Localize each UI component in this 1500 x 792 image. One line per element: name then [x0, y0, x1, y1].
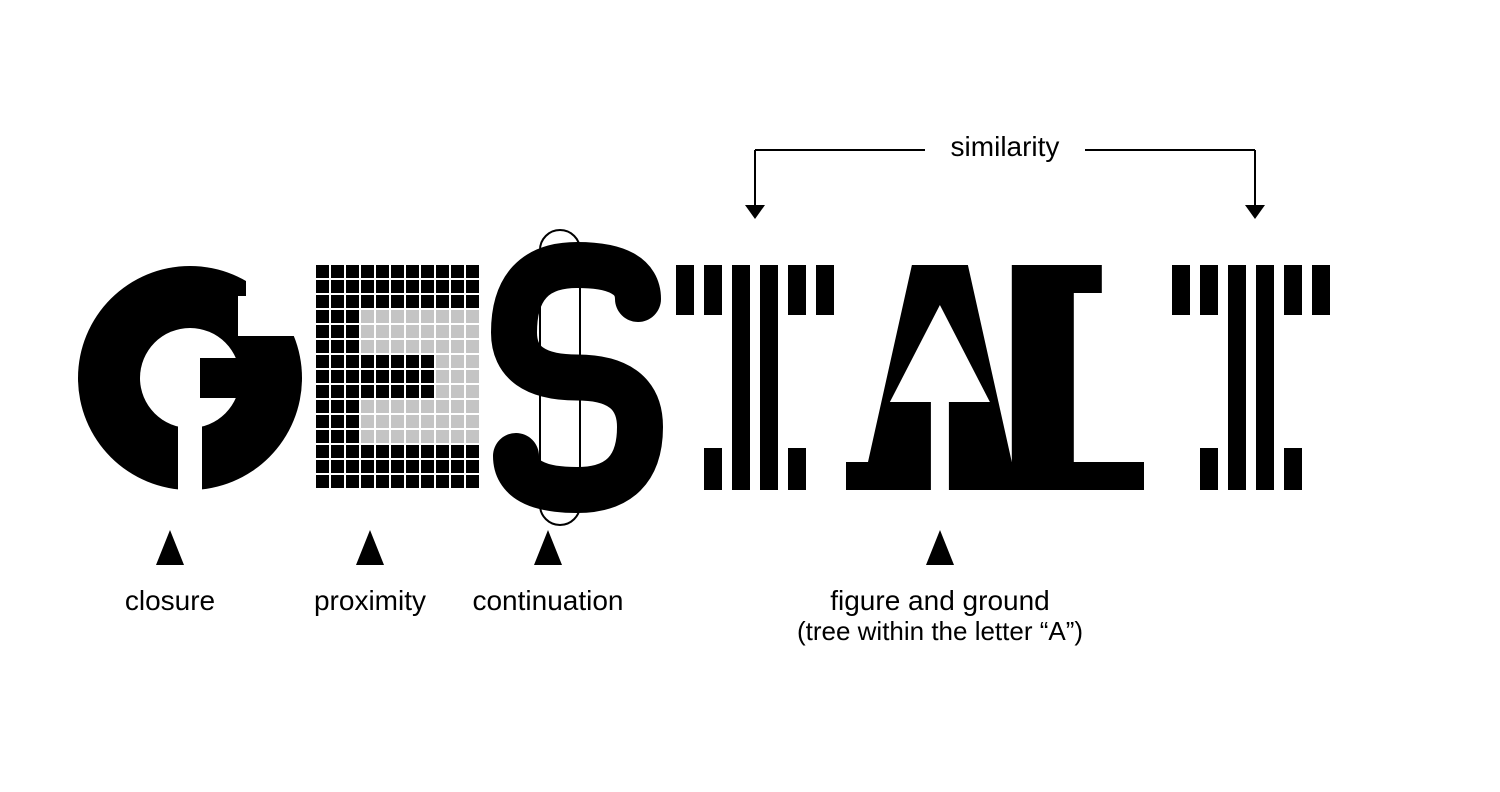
pointer-up-icon: [356, 530, 384, 565]
label-text: proximity: [314, 585, 426, 616]
pointer-up-icon: [534, 530, 562, 565]
annotation-similarity: similarity: [745, 131, 1265, 219]
annotation-bottom: closure proximity continuation figure and g…: [125, 530, 1083, 646]
pointer-up-icon: [926, 530, 954, 565]
label-text: closure: [125, 585, 215, 616]
letter-t1-similarity: [676, 265, 834, 490]
letter-t2-similarity: [1172, 265, 1330, 490]
letter-al-figure-ground: [846, 265, 1144, 490]
letter-s-continuation: [514, 230, 640, 525]
letter-e-proximity: [316, 265, 479, 488]
gestalt-infographic: similarity closure proximity continuation fi…: [0, 0, 1500, 792]
label-text: continuation: [472, 585, 623, 616]
label-text: figure and ground: [830, 585, 1050, 616]
label-text: (tree within the letter “A”): [797, 616, 1083, 646]
label-text: similarity: [951, 131, 1060, 162]
pointer-up-icon: [156, 530, 184, 565]
